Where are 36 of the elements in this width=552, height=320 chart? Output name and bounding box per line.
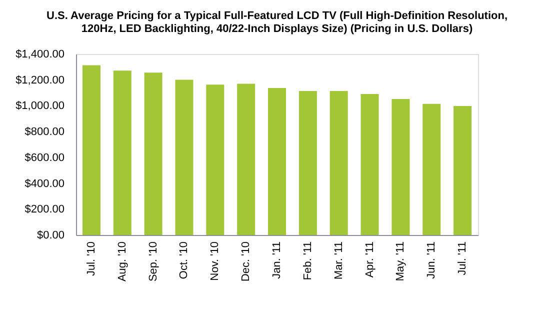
- x-tick-label: Nov. '10: [209, 242, 222, 281]
- x-tick-label: Jun. '11: [426, 242, 438, 279]
- y-tick-label: $600.00: [24, 152, 64, 164]
- x-tick-label: Jul. '11: [456, 242, 469, 276]
- bar: [392, 98, 410, 235]
- x-tick-label: Sep. '10: [147, 242, 160, 282]
- y-tick-label: $800.00: [24, 126, 64, 138]
- text: U.S. Average Pricing for a Typical Full-Featured LCD TV (Full High-Definition Resolution,: [46, 10, 508, 22]
- x-tick-label: Jan. '11: [271, 242, 283, 279]
- x-tick-label: Jul. '10: [85, 242, 98, 276]
- x-tick-label: Apr. '11: [364, 242, 376, 278]
- bar: [360, 94, 379, 235]
- x-tick-label: Dec. '10: [240, 242, 252, 282]
- x-tick-label: Oct. '10: [178, 242, 190, 280]
- bar: [82, 65, 100, 235]
- x-tick-label: Feb. '11: [302, 242, 314, 280]
- x-tick-label: Mar. '11: [332, 242, 345, 280]
- bar: [298, 90, 317, 235]
- y-tick-label: $0.00: [36, 230, 64, 242]
- y-tick-label: $1,200.00: [16, 74, 64, 86]
- bar: [175, 80, 194, 235]
- y-tick-label: $400.00: [24, 178, 64, 190]
- bar: [144, 72, 162, 235]
- x-tick-label: Aug. '10: [116, 242, 128, 282]
- bar: [422, 104, 441, 235]
- y-tick-label: $1,000.00: [16, 100, 64, 112]
- bar: [237, 84, 256, 235]
- x-tick-label: May. '11: [394, 242, 407, 282]
- bar: [206, 84, 224, 235]
- bar: [113, 70, 132, 235]
- bar: [268, 88, 286, 235]
- bar: [330, 90, 348, 235]
- y-tick-label: $200.00: [24, 204, 64, 216]
- y-tick-label: $1,400.00: [16, 48, 64, 60]
- text: 120Hz, LED Backlighting, 40/22-Inch Displays Size) (Pricing in U.S. Dollars): [81, 23, 473, 35]
- bar: [454, 106, 472, 235]
